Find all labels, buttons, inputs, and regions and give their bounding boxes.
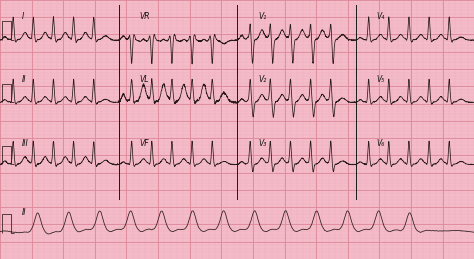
Text: I: I bbox=[21, 12, 24, 21]
Text: VL: VL bbox=[140, 75, 149, 84]
Text: V₅: V₅ bbox=[377, 75, 385, 84]
Text: III: III bbox=[21, 139, 28, 148]
Text: II: II bbox=[21, 208, 26, 218]
Text: V₂: V₂ bbox=[258, 75, 266, 84]
Text: V₁: V₁ bbox=[258, 12, 266, 21]
Text: V₄: V₄ bbox=[377, 12, 385, 21]
Text: II: II bbox=[21, 75, 26, 84]
Text: VR: VR bbox=[140, 12, 150, 21]
Text: V₆: V₆ bbox=[377, 139, 385, 148]
Text: VF: VF bbox=[140, 139, 149, 148]
Text: V₃: V₃ bbox=[258, 139, 266, 148]
